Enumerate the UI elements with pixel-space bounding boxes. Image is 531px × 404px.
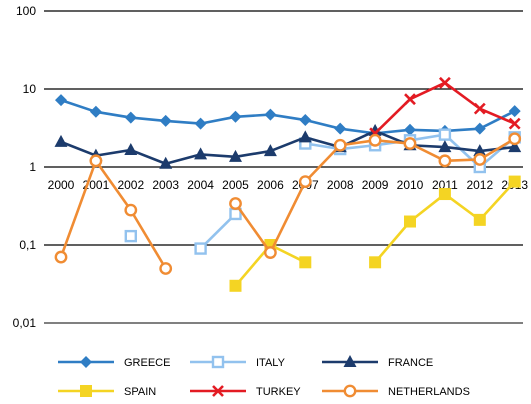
x-axis-tick-labels: 2000200120022003200420052006200720082009…	[48, 178, 529, 192]
series-line-netherlands	[59, 159, 167, 270]
data-point-spain	[369, 256, 382, 269]
data-point-spain	[438, 188, 451, 201]
series-line-france	[60, 129, 515, 166]
data-point-france	[473, 144, 487, 157]
legend-label: ITALY	[256, 357, 286, 369]
legend-item-italy: ITALY	[190, 355, 286, 369]
legend-item-greece: GREECE	[58, 356, 170, 369]
legend-marker-netherlands	[343, 384, 357, 398]
data-point-greece	[89, 105, 102, 118]
x-tick-label: 2012	[466, 178, 493, 192]
data-point-greece	[473, 122, 486, 135]
data-point-netherlands	[403, 137, 417, 150]
x-tick-label: 2009	[362, 178, 389, 192]
data-point-greece	[229, 110, 242, 123]
data-point-greece	[159, 114, 172, 127]
data-point-netherlands	[438, 154, 452, 168]
legend-label: SPAIN	[124, 386, 156, 398]
data-point-italy	[124, 229, 138, 243]
x-tick-label: 2011	[432, 178, 458, 192]
series-line-netherlands	[234, 137, 516, 254]
x-tick-label: 2008	[327, 178, 354, 192]
series-layer	[54, 76, 522, 292]
data-point-turkey	[473, 102, 486, 115]
series-netherlands	[54, 132, 522, 275]
gridlines	[44, 10, 523, 324]
legend-item-turkey: TURKEY	[190, 385, 301, 398]
data-point-greece	[124, 111, 137, 124]
data-point-netherlands	[473, 153, 487, 166]
legend-item-netherlands: NETHERLANDS	[322, 384, 470, 398]
data-point-france	[263, 144, 277, 157]
x-tick-label: 2005	[222, 178, 249, 192]
data-point-netherlands	[229, 197, 242, 210]
legend-label: FRANCE	[388, 357, 433, 369]
x-tick-label: 2010	[397, 178, 424, 192]
data-point-turkey	[438, 76, 451, 89]
y-tick-label: 0,1	[19, 238, 36, 252]
legend: GREECE ITALY FRANCE SPAIN TURKEY NETHERLANDS	[58, 355, 470, 398]
legend-marker-italy	[211, 355, 225, 369]
legend-item-france: FRANCE	[322, 355, 433, 369]
series-turkey	[369, 76, 521, 140]
data-point-turkey	[404, 93, 416, 106]
data-point-france	[194, 147, 208, 160]
data-point-greece	[194, 117, 207, 130]
data-point-spain	[404, 215, 416, 228]
data-point-spain	[229, 279, 242, 292]
data-point-france	[124, 143, 138, 156]
data-point-france	[438, 140, 452, 153]
data-point-greece	[55, 94, 67, 107]
x-tick-label: 2003	[152, 178, 179, 192]
data-point-france	[159, 156, 173, 169]
y-tick-label: 0,01	[13, 316, 37, 330]
y-tick-label: 10	[23, 82, 37, 96]
legend-label: TURKEY	[256, 386, 301, 398]
data-point-greece	[404, 123, 416, 136]
data-point-netherlands	[54, 250, 68, 264]
data-point-greece	[508, 105, 521, 118]
legend-marker-spain	[80, 385, 92, 397]
data-point-spain	[508, 175, 521, 188]
y-axis-tick-labels: 100 10 1 0,1 0,01	[13, 4, 37, 330]
data-point-france	[229, 149, 242, 162]
data-point-turkey	[508, 117, 521, 130]
data-point-france	[298, 130, 312, 143]
data-point-italy	[438, 128, 452, 141]
data-point-greece	[264, 108, 277, 121]
data-point-italy	[194, 242, 207, 255]
x-tick-label: 2000	[48, 178, 75, 192]
legend-marker-turkey	[212, 385, 224, 397]
data-point-netherlands	[298, 175, 312, 188]
x-tick-label: 2004	[187, 178, 214, 192]
data-point-netherlands	[89, 154, 103, 168]
data-point-netherlands	[508, 132, 522, 146]
data-point-netherlands	[333, 138, 347, 152]
x-tick-label: 2002	[117, 178, 144, 192]
data-point-netherlands	[124, 203, 138, 217]
data-point-france	[54, 134, 68, 147]
y-tick-label: 1	[29, 160, 36, 174]
y-tick-label: 100	[16, 4, 36, 18]
legend-label: GREECE	[124, 357, 170, 369]
data-point-netherlands	[368, 133, 382, 147]
legend-label: NETHERLANDS	[388, 386, 470, 398]
data-point-netherlands	[159, 262, 173, 275]
data-point-spain	[299, 256, 312, 269]
data-point-france	[508, 140, 522, 153]
data-point-netherlands	[263, 246, 277, 259]
data-point-greece	[299, 114, 312, 127]
legend-marker-france	[343, 355, 357, 367]
data-point-spain	[473, 213, 486, 226]
legend-item-spain: SPAIN	[58, 385, 156, 398]
data-point-france	[368, 123, 382, 136]
legend-marker-greece	[80, 356, 92, 368]
series-spain	[229, 175, 521, 292]
x-tick-label: 2006	[257, 178, 284, 192]
data-point-greece	[334, 122, 347, 135]
